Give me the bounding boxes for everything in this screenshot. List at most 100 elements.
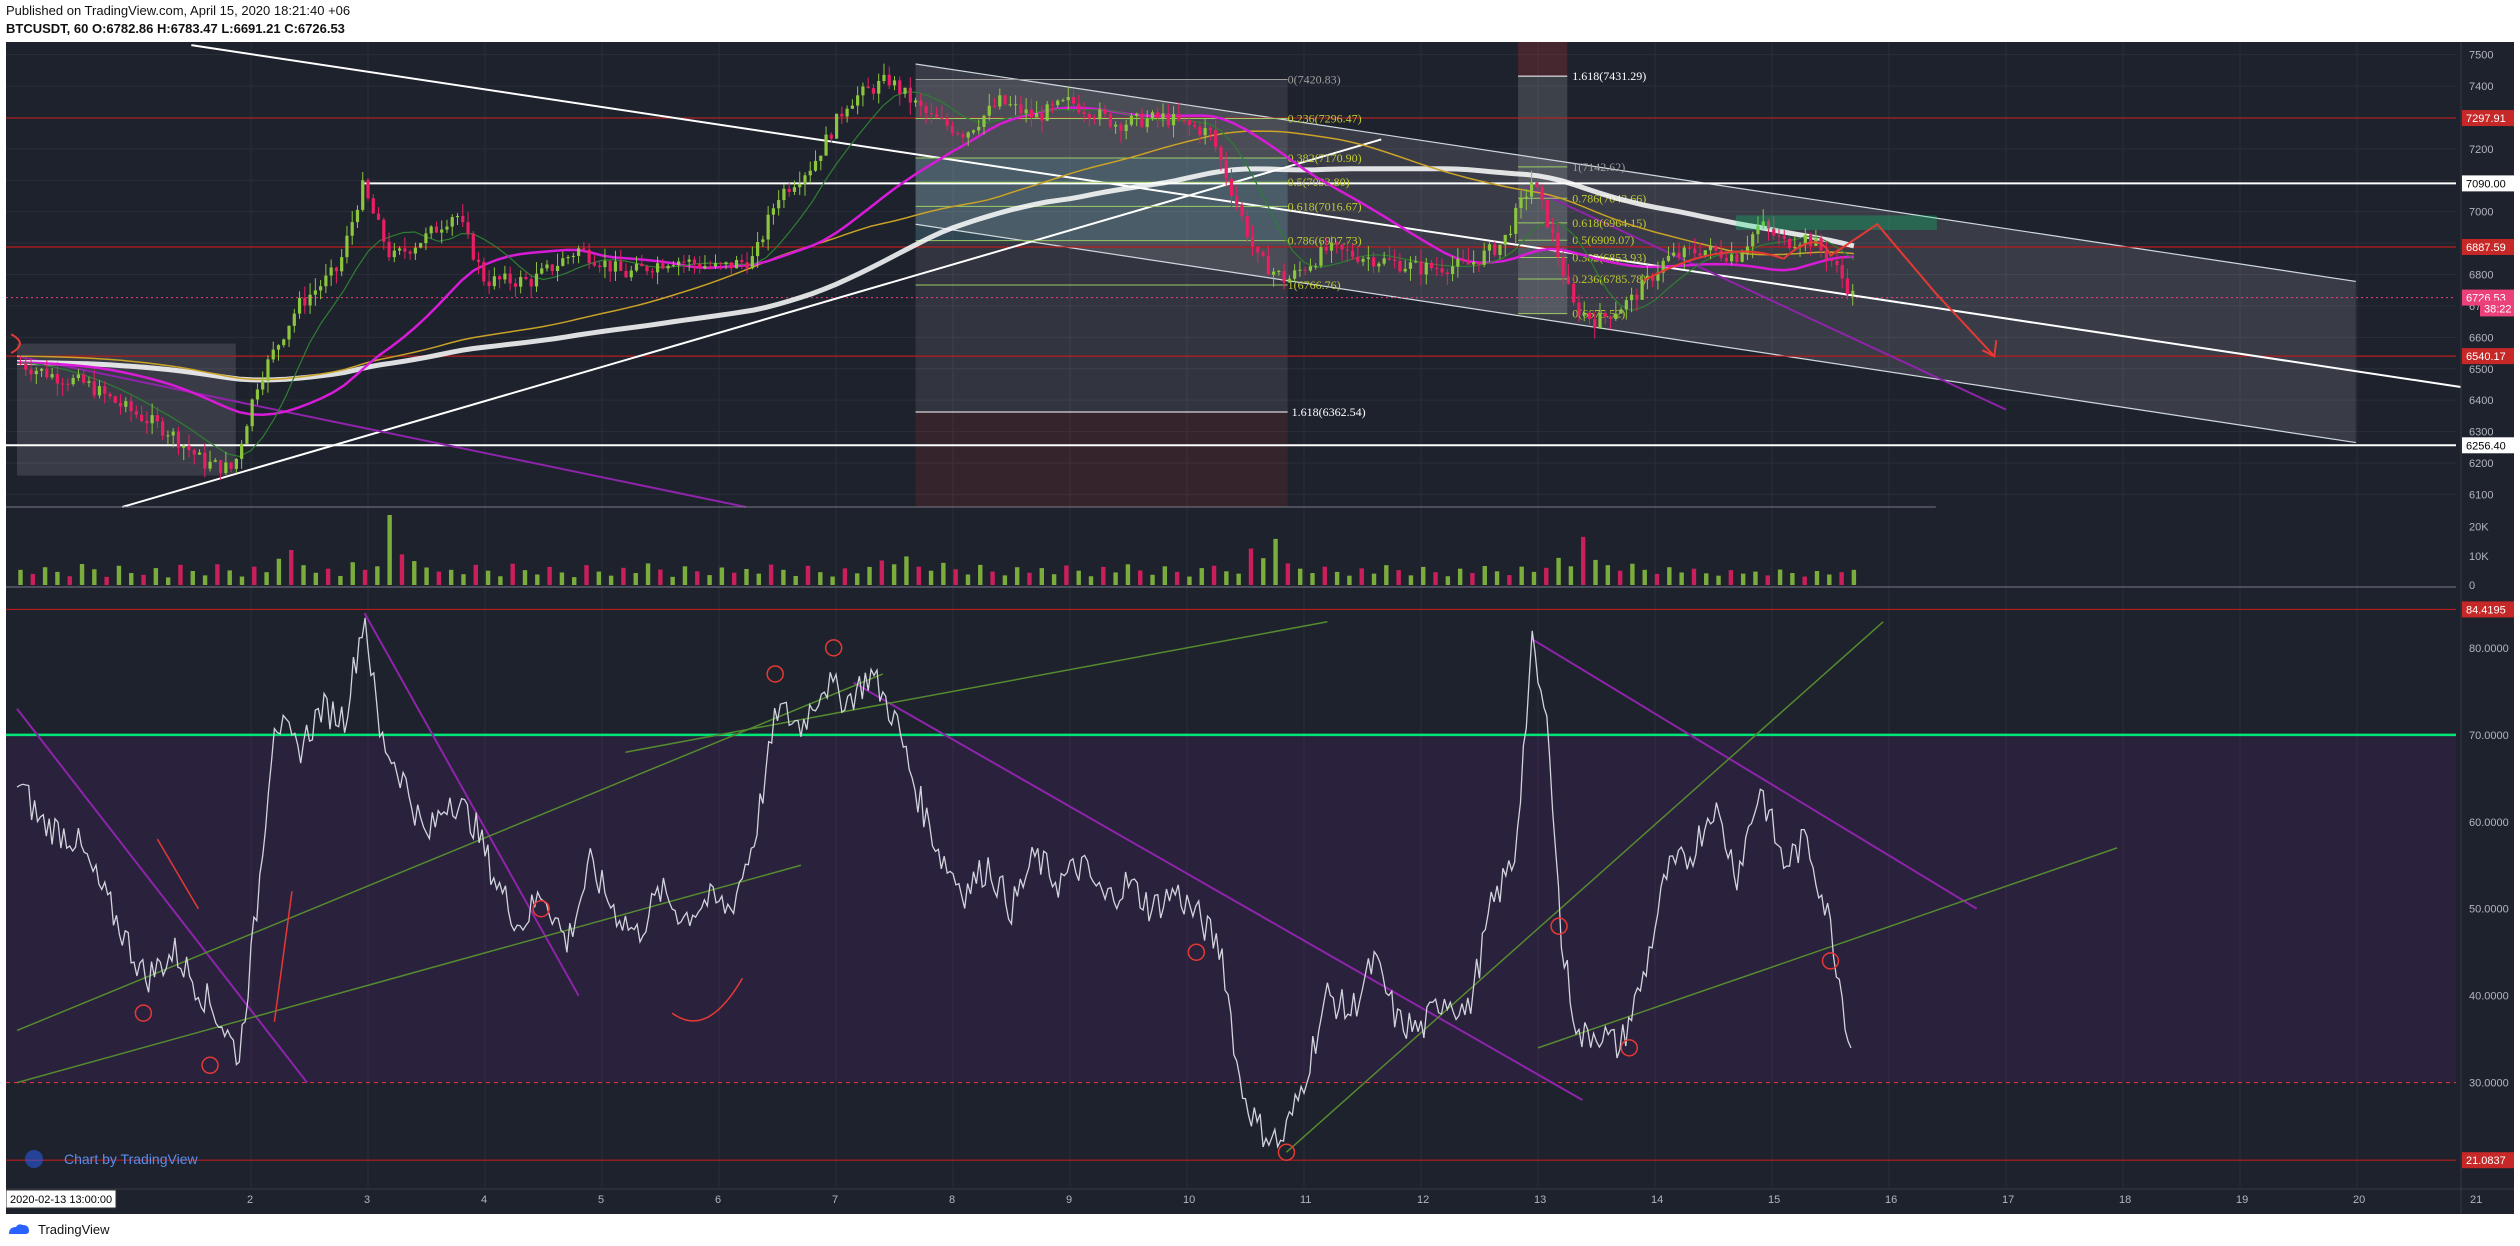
rsi-tick-label: 80.0000: [2469, 643, 2509, 655]
volume-bar: [473, 564, 478, 585]
volume-bar: [941, 562, 946, 585]
candle-body: [1698, 253, 1702, 256]
candle-body: [956, 133, 960, 135]
candle-body: [1529, 182, 1534, 197]
candle-body: [1777, 235, 1781, 237]
level-badge-red-box: [2462, 110, 2514, 127]
candle-body: [666, 265, 670, 269]
supply-zone-box: [1735, 215, 1937, 230]
volume-bar: [1162, 566, 1168, 585]
volume-bar: [1248, 548, 1254, 585]
candle-body: [45, 368, 49, 378]
candle-body: [176, 431, 181, 448]
time-tick-label: 5: [598, 1194, 604, 1206]
rsi-band: [6, 734, 2456, 1083]
volume-bar: [436, 571, 442, 585]
candle-body: [1256, 246, 1260, 253]
candle-body: [750, 256, 754, 269]
volume-bar: [1544, 567, 1549, 585]
volume-bar: [313, 572, 319, 585]
candle-body: [1603, 313, 1607, 317]
volume-bar: [1088, 576, 1094, 585]
candle-body: [87, 381, 91, 383]
volume-bar: [891, 564, 897, 585]
fib-left-label: 1.618(6362.54): [1292, 405, 1366, 419]
volume-bar: [42, 567, 48, 585]
candle-body: [192, 450, 196, 455]
candle-body: [1314, 265, 1318, 267]
forecast-curve: [1642, 250, 1785, 282]
chart-background: [6, 42, 2514, 1214]
candle-body: [1098, 109, 1102, 120]
candle-body: [1387, 258, 1392, 260]
candle-body: [203, 452, 207, 469]
volume-bar: [731, 572, 737, 585]
candle-body: [1129, 115, 1134, 125]
rsi-purple-trend: [853, 681, 1583, 1101]
candle-body: [950, 125, 955, 134]
candle-body: [1245, 216, 1249, 238]
volume-bar: [1716, 575, 1721, 585]
volume-bar: [1740, 573, 1746, 585]
candle-body: [1108, 114, 1112, 127]
volume-bar: [658, 569, 663, 585]
tradingview-logo-icon: [9, 1224, 29, 1234]
candle-body: [1608, 316, 1613, 320]
fib-left-label: 0.618(7016.67): [1288, 199, 1362, 213]
volume-bar: [79, 564, 85, 585]
volume-bar: [215, 564, 220, 585]
volume-bar: [448, 569, 454, 585]
candle-body: [1477, 262, 1481, 265]
rsi-annotation-circle: [1620, 1039, 1639, 1057]
candle-body: [819, 155, 823, 161]
candle-body: [1456, 258, 1460, 267]
candle-body: [661, 263, 665, 269]
time-tick-label: 19: [2236, 1194, 2248, 1206]
candle-body: [1082, 112, 1086, 115]
candle-body: [376, 213, 381, 220]
candle-body: [871, 88, 876, 94]
candle-body: [945, 118, 949, 126]
candle-body: [771, 208, 776, 215]
volume-bar: [55, 571, 60, 585]
volume-bar: [1039, 568, 1044, 585]
candle-body: [671, 265, 675, 267]
time-tick-label: 9: [1066, 1194, 1072, 1206]
volume-bar: [621, 567, 626, 585]
volume-pane: [6, 506, 1936, 585]
candle-body: [834, 113, 839, 139]
volume-bar: [855, 573, 860, 585]
volume-bar: [67, 576, 72, 585]
volume-tick-label: 10K: [2469, 551, 2489, 563]
candle-body: [1240, 205, 1244, 217]
candle-body: [1424, 262, 1428, 275]
volume-bar: [879, 560, 885, 585]
candle-body: [129, 401, 133, 412]
fib-left-label: 0.382(7170.90): [1288, 151, 1362, 165]
time-tick-label: 13: [1534, 1194, 1546, 1206]
rsi-annotation-scribble: [671, 977, 744, 1022]
volume-bar: [1138, 570, 1143, 585]
volume-bar: [1174, 571, 1180, 585]
volume-bar: [781, 569, 786, 585]
volume-bar: [1261, 558, 1266, 585]
candle-body: [1182, 119, 1186, 121]
candle-body: [1540, 187, 1544, 201]
candle-body: [1429, 262, 1434, 269]
candle-body: [1066, 97, 1070, 101]
candle-body: [334, 267, 339, 272]
candle-body: [1677, 252, 1681, 258]
candle-body: [24, 363, 28, 370]
candle-body: [887, 74, 891, 86]
candle-body: [424, 233, 428, 244]
volume-bar: [1704, 573, 1709, 585]
rsi-annotation-arrow: [273, 891, 293, 1022]
candle-body: [1250, 237, 1255, 247]
candle-body: [1056, 100, 1060, 106]
candle-body: [382, 219, 386, 242]
candle-body: [850, 105, 854, 109]
candle-body: [340, 257, 344, 272]
candle-body: [1719, 250, 1723, 258]
chart-area[interactable]: 0(7420.83) 0.236(7296.47) 0.382(7170.90) 0.…: [6, 42, 2514, 1214]
candle-body: [1787, 238, 1792, 249]
